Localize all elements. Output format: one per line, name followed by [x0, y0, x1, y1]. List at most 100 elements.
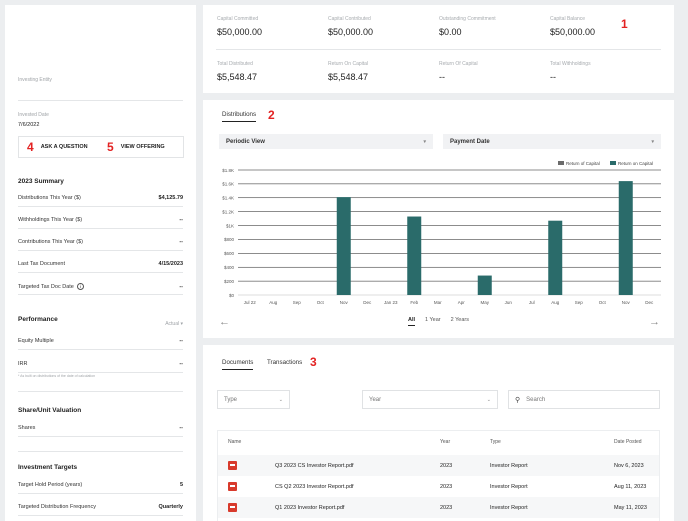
table-row[interactable]: CS Q2 2023 Investor Report.pdf 2023 Invest… [218, 476, 659, 497]
info-label: Contributions This Year ($) [18, 239, 84, 245]
range-tab[interactable]: All [408, 317, 416, 326]
bar[interactable] [407, 216, 422, 295]
document-name[interactable]: Q3 2023 CS Investor Report.pdf [275, 462, 354, 469]
divider [18, 372, 183, 373]
divider [18, 391, 183, 392]
bar[interactable] [336, 197, 351, 295]
performance-actual-label: Actual ▾ [165, 321, 183, 327]
payment-date-select[interactable]: Payment Date ▾ [443, 134, 661, 149]
ask-question-button[interactable]: 4 ASK A QUESTION [19, 137, 103, 157]
x-tick-label: Aug [269, 300, 278, 305]
info-row: Withholdings This Year ($) -- [18, 217, 183, 223]
table-header: Name Year Type Date Posted [218, 431, 659, 452]
stat-value: $50,000.00 [217, 27, 263, 37]
action-buttons: 4 ASK A QUESTION 5 VIEW OFFERING [18, 136, 184, 158]
stat-label: Total Withholdings [550, 61, 591, 67]
divider [18, 206, 183, 207]
document-name-cell: Q1 2023 Investor Report.pdf [228, 503, 440, 512]
x-tick-label: Jan 23 [384, 300, 398, 305]
info-row: Target Hold Period (years) 5 [18, 482, 183, 488]
document-name-cell: Q3 2023 CS Investor Report.pdf [228, 461, 440, 470]
divider [18, 436, 183, 437]
range-tabs: All 1 Year 2 Years [408, 317, 469, 326]
summary-title: 2023 Summary [18, 178, 64, 185]
info-value: -- [179, 217, 183, 223]
tab-transactions[interactable]: Transactions [267, 359, 303, 366]
tab-documents[interactable]: Documents [222, 359, 254, 370]
document-date: Aug 11, 2023 [614, 483, 647, 490]
divider [18, 451, 183, 452]
info-icon[interactable]: i [76, 283, 84, 290]
table-row[interactable]: Q3 2023 CS Investor Report.pdf 2023 Invest… [218, 455, 659, 476]
periodic-view-select[interactable]: Periodic View ▾ [219, 134, 433, 149]
divider [18, 100, 183, 101]
bar[interactable] [477, 275, 492, 295]
document-year: 2023 [440, 483, 453, 490]
legend-swatch [558, 161, 564, 165]
y-tick-label: $200 [224, 279, 235, 284]
x-tick-label: Dec [645, 300, 654, 305]
column-type[interactable]: Type [490, 438, 501, 445]
column-date[interactable]: Date Posted [614, 438, 642, 445]
arrow-left-icon[interactable]: ← [219, 316, 230, 328]
x-tick-label: Feb [410, 300, 418, 305]
x-tick-label: Oct [317, 300, 325, 305]
table-row[interactable]: Q1 2023 Investor Report.pdf 2023 Investor … [218, 497, 659, 518]
annotation-2: 2 [268, 108, 275, 122]
type-filter[interactable]: Type ⌄ [217, 390, 290, 409]
info-row: Equity Multiple -- [18, 338, 183, 344]
bar[interactable] [548, 220, 563, 295]
x-tick-label: Oct [599, 300, 607, 305]
info-label: Targeted Distribution Frequency [18, 504, 96, 510]
year-filter[interactable]: Year ⌄ [362, 390, 498, 409]
info-label: Withholdings This Year ($) [18, 217, 83, 223]
x-tick-label: Sep [293, 300, 302, 305]
stat-label: Outstanding Commitment [439, 16, 496, 22]
view-offering-button[interactable]: 5 VIEW OFFERING [103, 137, 183, 157]
divider [216, 49, 661, 50]
search-icon: ⚲ [515, 396, 521, 404]
document-type: Investor Report [490, 504, 528, 511]
info-value: -- [179, 361, 183, 367]
stat-value: $50,000.00 [328, 27, 374, 37]
performance-note: * As built on distributions of the date … [18, 374, 96, 378]
column-year[interactable]: Year [440, 438, 451, 445]
arrow-right-icon[interactable]: → [649, 316, 660, 328]
column-name[interactable]: Name [228, 438, 242, 445]
chevron-down-icon: ▾ [651, 138, 654, 145]
divider [18, 493, 183, 494]
document-name[interactable]: Q1 2023 Investor Report.pdf [275, 504, 345, 511]
annotation-1: 1 [621, 17, 628, 31]
x-tick-label: Jun [505, 300, 513, 305]
info-value: Quarterly [158, 504, 183, 510]
legend-swatch [610, 161, 616, 165]
view-offering-label: VIEW OFFERING [120, 144, 165, 150]
range-tab[interactable]: 1 Year [425, 317, 441, 323]
divider [18, 272, 183, 273]
search-input[interactable]: ⚲ Search [508, 390, 660, 409]
valuation-title: Share/Unit Valuation [18, 407, 82, 414]
tab-distributions[interactable]: Distributions [222, 111, 257, 122]
pdf-icon [228, 482, 237, 491]
x-tick-label: Nov [622, 300, 631, 305]
x-tick-label: Jul [529, 300, 535, 305]
info-row: Distributions This Year ($) $4,125.79 [18, 195, 183, 201]
y-tick-label: $800 [224, 237, 235, 242]
document-name[interactable]: CS Q2 2023 Investor Report.pdf [275, 483, 354, 490]
stat-value: -- [439, 72, 445, 82]
info-value: -- [179, 338, 183, 344]
stat-label: Return Of Capital [439, 61, 478, 67]
bar[interactable] [618, 181, 633, 295]
x-tick-label: Nov [340, 300, 349, 305]
info-label: Targeted Tax Doc Date [18, 283, 74, 290]
ask-question-label: ASK A QUESTION [40, 144, 88, 150]
invested-date-value: 7/6/2022 [18, 122, 40, 128]
range-tab[interactable]: 2 Years [450, 317, 469, 323]
pdf-icon [228, 461, 237, 470]
x-tick-label: Aug [551, 300, 560, 305]
stat-label: Capital Balance [550, 16, 586, 22]
document-name-cell: CS Q2 2023 Investor Report.pdf [228, 482, 440, 491]
chevron-down-icon: ▾ [423, 138, 426, 145]
annotation-5: 5 [107, 140, 114, 154]
stat-label: Capital Committed [217, 16, 259, 22]
